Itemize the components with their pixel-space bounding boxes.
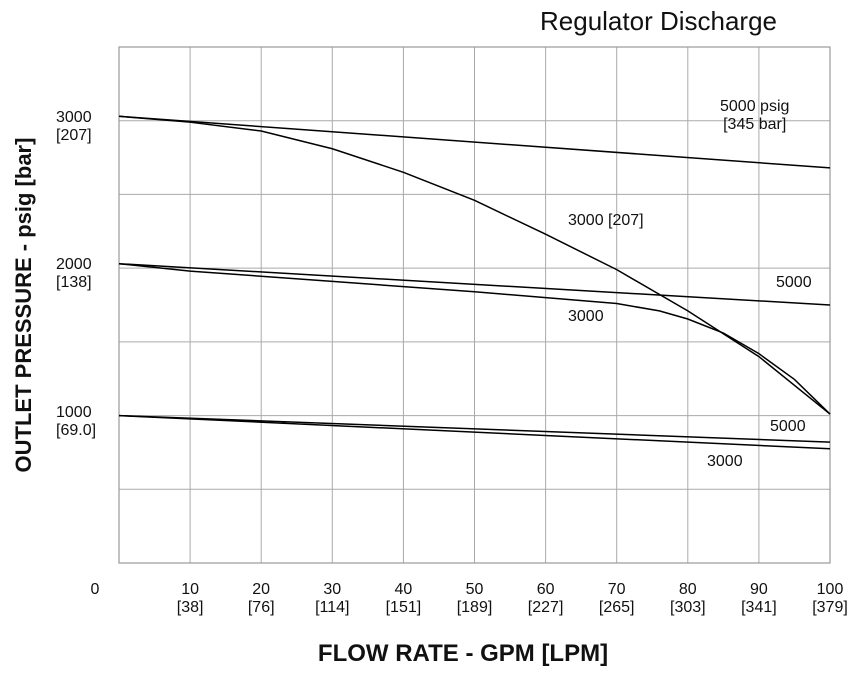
curve-label: 5000 psig [345 bar] (720, 98, 790, 133)
curve (118, 262, 831, 306)
x-tick-label: 20 [76] (247, 581, 275, 616)
x-tick-label: 10 [38] (176, 581, 204, 616)
curve (118, 262, 831, 415)
curve-label: 5000 (770, 418, 806, 435)
curve (118, 414, 831, 443)
x-tick-label: 80 [303] (670, 581, 706, 616)
x-tick-label: 60 [227] (527, 581, 564, 616)
x-tick-label: 70 [265] (598, 581, 635, 616)
curve (118, 414, 831, 450)
curve-label: 3000 (568, 308, 604, 325)
x-tick-label: 50 [189] (456, 581, 493, 616)
x-tick-label: 100 [379] (812, 581, 848, 616)
x-tick-label: 90 [341] (741, 581, 777, 616)
curve-label: 5000 (776, 274, 812, 291)
y-tick-label: 1000 [69.0] (56, 403, 97, 439)
x-tick-label: 30 [114] (315, 581, 350, 616)
x-tick-label: 0 (90, 581, 100, 598)
x-tick-label: 40 [151] (385, 581, 422, 616)
curve-label: 3000 (707, 453, 743, 470)
chart-title: Regulator Discharge (540, 6, 778, 36)
x-axis-label: FLOW RATE - GPM [LPM] (317, 640, 609, 667)
curve-label: 3000 [207] (568, 212, 644, 229)
y-tick-label: 3000 [207] (56, 108, 92, 144)
y-tick-label: 2000 [138] (56, 256, 92, 292)
y-axis-label: OUTLET PRESSURE - psig [bar] (11, 137, 36, 473)
curve (118, 115, 831, 169)
curve (118, 115, 831, 415)
